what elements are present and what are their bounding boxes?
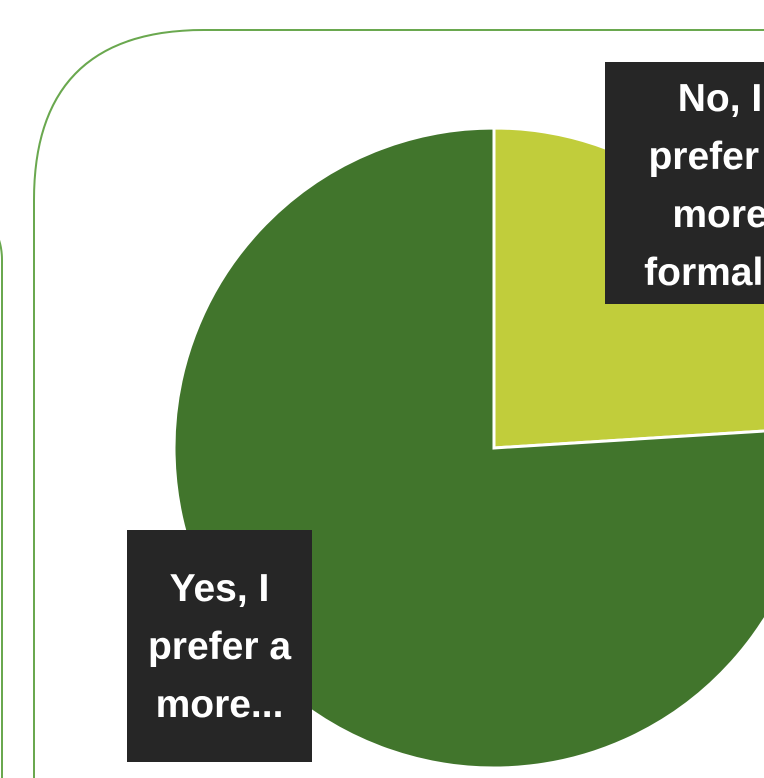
label-line: more...: [155, 683, 284, 726]
chart-panel-frame: [33, 29, 764, 778]
label-line: prefer a: [147, 625, 292, 668]
label-line: more: [672, 193, 764, 236]
label-line: prefer a: [648, 135, 764, 178]
label-line: No, I: [677, 77, 763, 120]
label-line: formal...: [644, 251, 764, 294]
slice-label-no: No, I prefer a more formal...: [605, 62, 764, 304]
adjacent-panel-frame: [0, 240, 3, 778]
label-line: Yes, I: [169, 567, 270, 610]
slice-label-yes: Yes, I prefer a more...: [127, 530, 312, 762]
